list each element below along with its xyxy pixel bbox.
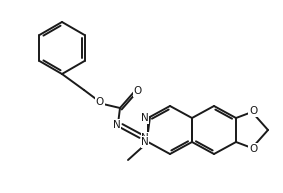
Text: N: N <box>141 133 149 143</box>
Text: N: N <box>141 137 149 147</box>
Text: O: O <box>134 86 142 96</box>
Text: O: O <box>249 106 257 116</box>
Text: O: O <box>249 144 257 154</box>
Text: N: N <box>141 113 149 123</box>
Text: O: O <box>96 97 104 107</box>
Text: N: N <box>113 120 121 130</box>
